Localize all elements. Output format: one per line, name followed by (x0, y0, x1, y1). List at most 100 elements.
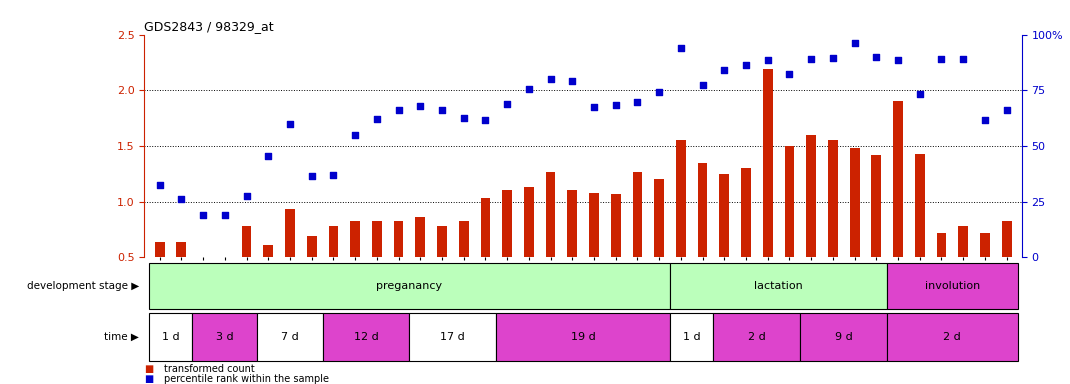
Point (520, 86, 537, 92)
Bar (459, 220, 469, 257)
Text: transformed count: transformed count (164, 364, 255, 374)
Bar (480, 198, 490, 257)
Point (585, 104, 602, 110)
Point (976, 117, 993, 123)
Point (238, 193, 255, 199)
Bar (887, 313, 1018, 361)
Bar (438, 226, 447, 257)
Bar (828, 140, 838, 257)
Bar (893, 101, 903, 257)
Point (347, 132, 364, 138)
Bar (670, 313, 714, 361)
Bar (177, 242, 186, 257)
Point (802, 56, 820, 62)
Bar (502, 190, 513, 257)
Point (303, 173, 320, 179)
Text: 19 d: 19 d (570, 332, 596, 342)
Text: 2 d: 2 d (944, 332, 961, 342)
Bar (394, 220, 403, 257)
Text: development stage ▶: development stage ▶ (27, 281, 139, 291)
Bar (242, 226, 251, 257)
Point (672, 45, 689, 51)
Bar (887, 263, 1018, 309)
Point (260, 153, 277, 159)
Bar (807, 135, 816, 257)
Point (651, 89, 668, 96)
Text: time ▶: time ▶ (104, 332, 139, 342)
Text: 12 d: 12 d (353, 332, 379, 342)
Point (716, 67, 733, 73)
Bar (915, 154, 924, 257)
Bar (676, 140, 686, 257)
Bar (784, 146, 794, 257)
Bar (328, 226, 338, 257)
Bar (611, 194, 621, 257)
Bar (155, 242, 165, 257)
Bar (285, 209, 295, 257)
Bar (670, 263, 887, 309)
Text: 17 d: 17 d (441, 332, 465, 342)
Point (607, 102, 624, 108)
Text: 2 d: 2 d (748, 332, 766, 342)
Point (281, 121, 299, 127)
Point (933, 56, 950, 62)
Point (455, 115, 472, 121)
Point (760, 57, 777, 63)
Bar (263, 245, 273, 257)
Point (781, 71, 798, 77)
Point (954, 56, 972, 62)
Point (564, 78, 581, 84)
Bar (590, 193, 599, 257)
Point (868, 54, 885, 60)
Bar (800, 313, 887, 361)
Bar (410, 313, 496, 361)
Point (889, 57, 906, 63)
Point (325, 172, 342, 178)
Bar (1002, 220, 1011, 257)
Bar (850, 148, 859, 257)
Bar (871, 155, 882, 257)
Text: ■: ■ (144, 364, 154, 374)
Bar (372, 220, 382, 257)
Point (389, 107, 407, 113)
Point (368, 116, 385, 122)
Bar (654, 179, 664, 257)
Point (412, 103, 429, 109)
Text: preganancy: preganancy (377, 281, 443, 291)
Bar (350, 220, 360, 257)
Text: 1 d: 1 d (162, 332, 180, 342)
Bar (258, 313, 322, 361)
Text: 9 d: 9 d (835, 332, 853, 342)
Point (173, 196, 190, 202)
Bar (742, 168, 751, 257)
Bar (193, 313, 258, 361)
Point (499, 101, 516, 107)
Bar (714, 313, 800, 361)
Bar (415, 217, 425, 257)
Bar (546, 172, 555, 257)
Bar (322, 313, 410, 361)
Text: lactation: lactation (754, 281, 802, 291)
Bar (959, 226, 968, 257)
Bar (149, 313, 193, 361)
Bar (632, 172, 642, 257)
Point (542, 76, 560, 82)
Bar (698, 163, 707, 257)
Bar (567, 190, 577, 257)
Bar (936, 233, 946, 257)
Point (433, 107, 450, 113)
Text: GDS2843 / 98329_at: GDS2843 / 98329_at (144, 20, 274, 33)
Bar (307, 236, 317, 257)
Point (912, 91, 929, 97)
Point (998, 107, 1015, 113)
Text: ■: ■ (144, 374, 154, 384)
Point (824, 55, 841, 61)
Text: percentile rank within the sample: percentile rank within the sample (164, 374, 328, 384)
Text: 1 d: 1 d (683, 332, 701, 342)
Point (629, 99, 646, 106)
Bar (524, 187, 534, 257)
Text: 7 d: 7 d (281, 332, 299, 342)
Text: involution: involution (924, 281, 980, 291)
Bar (719, 174, 729, 257)
Bar (763, 69, 773, 257)
